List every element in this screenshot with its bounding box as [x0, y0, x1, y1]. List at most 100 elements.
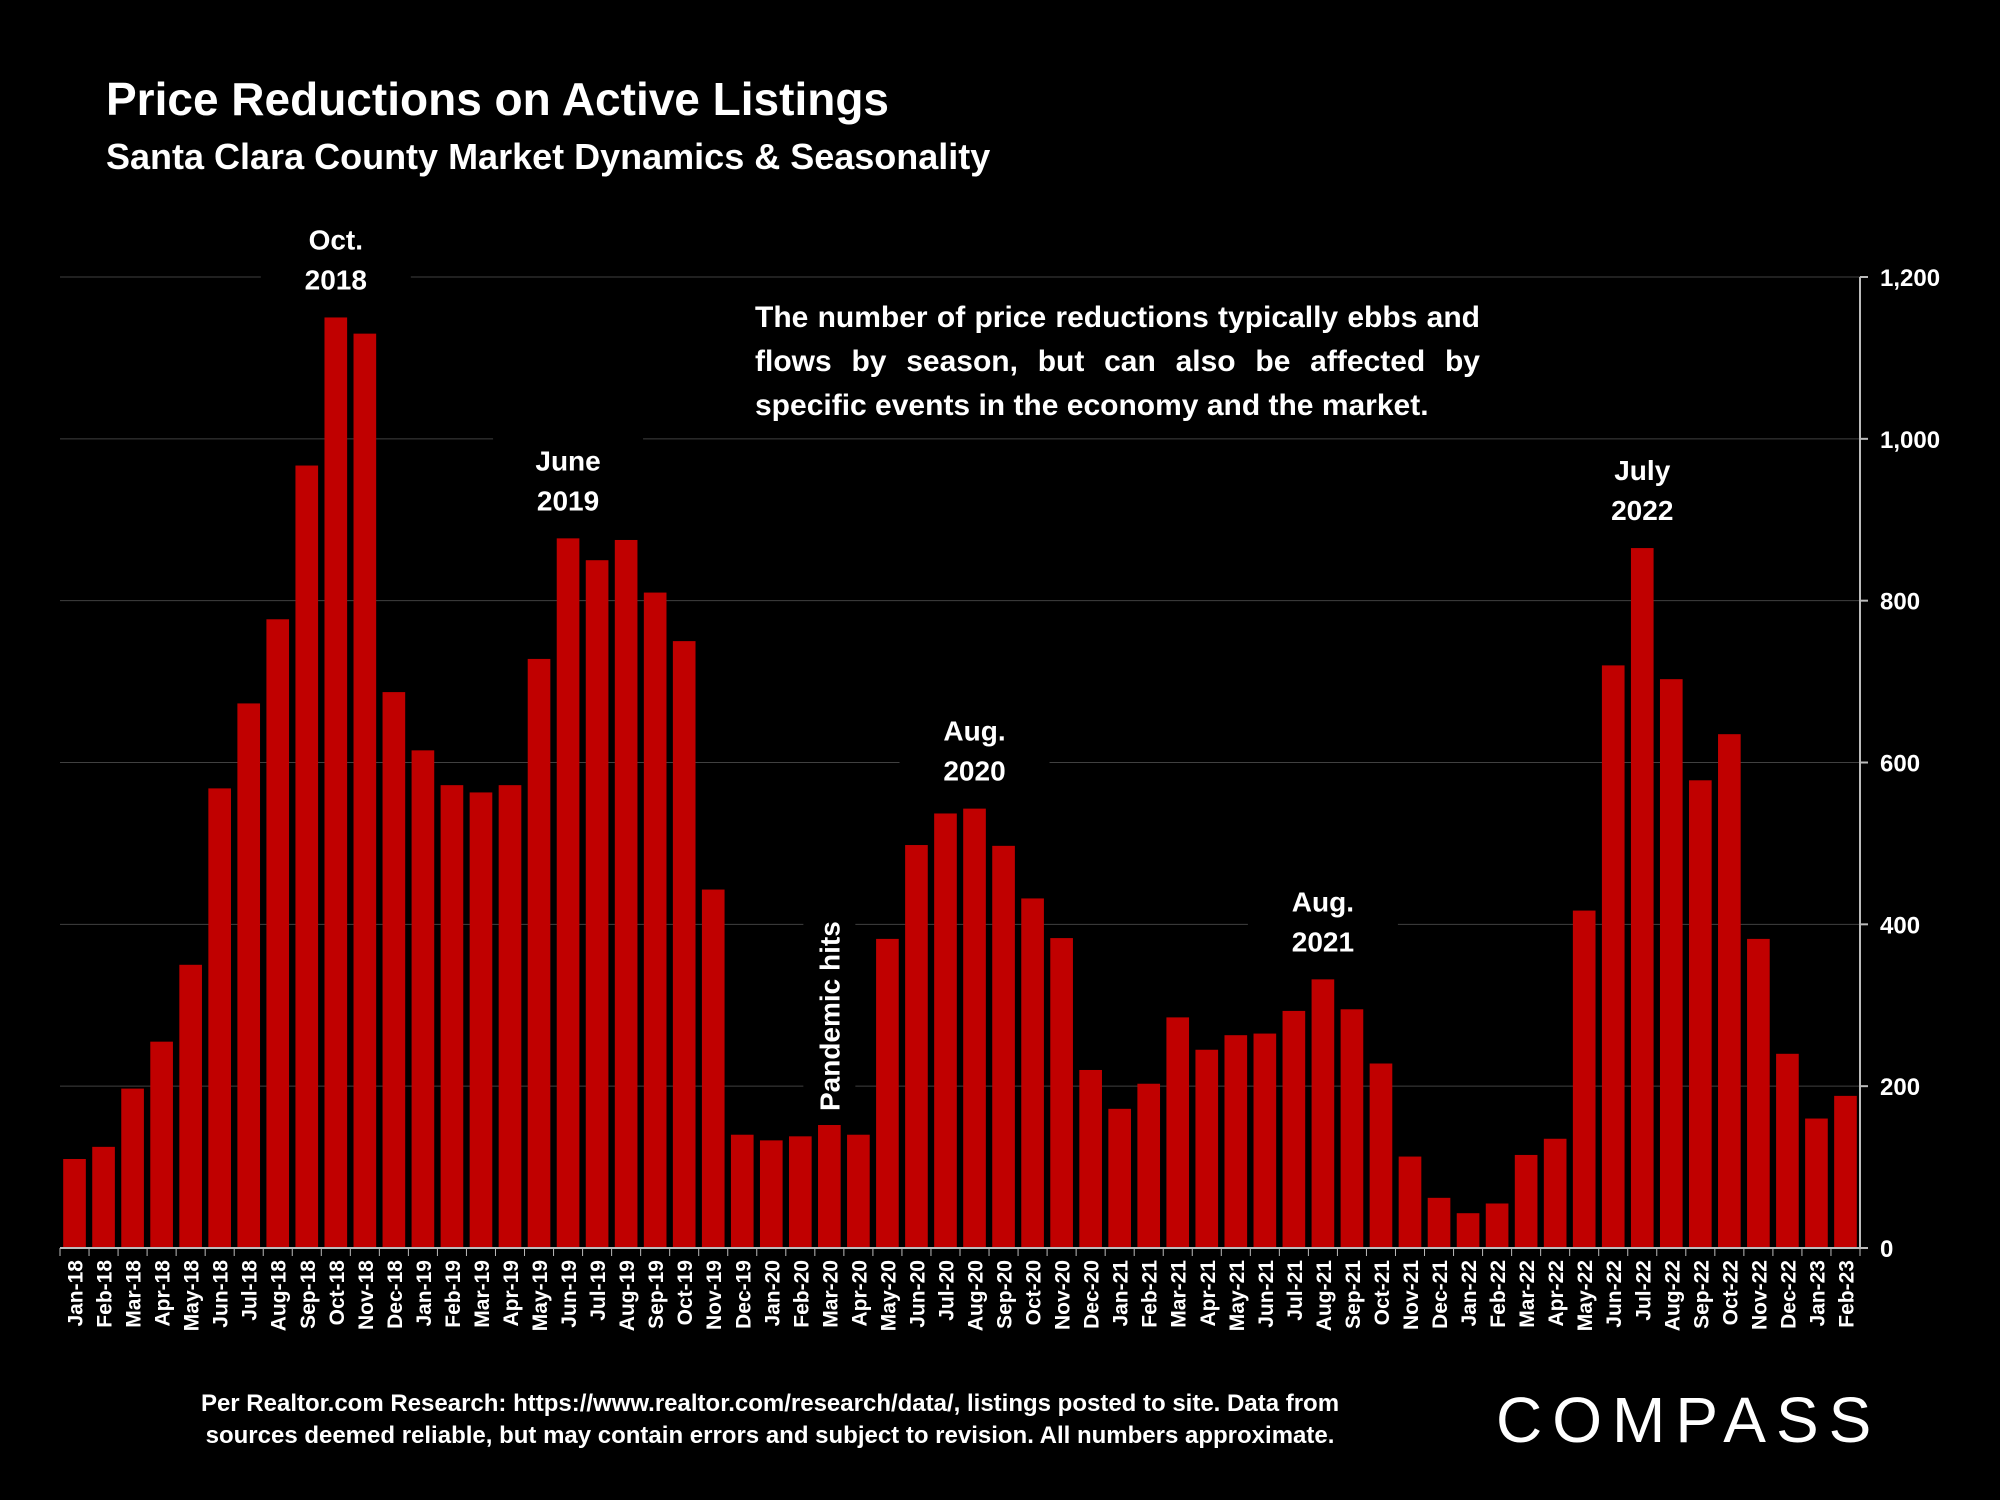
- x-tick-label: Sep-19: [645, 1260, 668, 1329]
- x-tick-label: Feb-23: [1835, 1260, 1858, 1328]
- bar: [208, 788, 231, 1248]
- x-tick-label: Oct-19: [674, 1260, 697, 1325]
- x-tick-label: Jun-18: [210, 1260, 233, 1328]
- x-tick-label: Mar-18: [123, 1260, 146, 1328]
- annotation-background: [1247, 877, 1398, 962]
- x-tick-label: Oct-21: [1371, 1260, 1394, 1326]
- bar: [63, 1158, 86, 1248]
- x-tick-label: Oct-18: [326, 1260, 349, 1326]
- x-tick-label: Apr-21: [1197, 1260, 1220, 1327]
- bar: [1456, 1213, 1480, 1248]
- x-tick-label: May-19: [529, 1260, 552, 1331]
- annotation-background: [493, 436, 644, 521]
- x-tick-label: Dec-21: [1429, 1260, 1452, 1329]
- bar: [759, 1140, 783, 1248]
- bar: [1805, 1118, 1828, 1248]
- bar: [1659, 679, 1683, 1248]
- x-tick-label: Sep-21: [1342, 1260, 1365, 1329]
- bar: [1340, 1009, 1364, 1248]
- annotation-label-line1: June: [535, 445, 600, 476]
- x-tick-label: Jun-19: [558, 1260, 581, 1328]
- bar: [150, 1041, 173, 1248]
- x-tick-label: Nov-21: [1400, 1260, 1423, 1330]
- annotation-label-line2: 2020: [943, 756, 1005, 787]
- x-tick-label: Nov-20: [1052, 1260, 1075, 1330]
- annotation-background: [1567, 446, 1718, 531]
- x-tick-label: Feb-20: [790, 1260, 813, 1328]
- bar: [121, 1088, 144, 1248]
- x-tick-label: Jun-22: [1603, 1260, 1626, 1328]
- annotation-label-line2: 2018: [305, 264, 367, 295]
- annotation-label-line2: 2019: [537, 485, 599, 516]
- bar: [585, 560, 609, 1248]
- bar: [92, 1146, 115, 1248]
- bar: [324, 317, 348, 1248]
- source-line-1: Per Realtor.com Research: https://www.re…: [200, 1390, 1340, 1417]
- x-tick-label: Apr-22: [1545, 1260, 1568, 1327]
- bar: [847, 1134, 870, 1248]
- bar: [1747, 938, 1770, 1248]
- bar: [1834, 1095, 1857, 1248]
- chart-subtitle: Santa Clara County Market Dynamics & Sea…: [106, 136, 991, 177]
- bar: [1021, 898, 1044, 1248]
- annotation-label: Pandemic hits: [814, 921, 845, 1111]
- bar: [876, 938, 899, 1248]
- x-tick-label: Aug-19: [616, 1260, 639, 1331]
- bar: [672, 641, 696, 1248]
- x-tick-label: Mar-21: [1168, 1260, 1191, 1328]
- bar: [353, 333, 377, 1248]
- annotation-background: [803, 906, 856, 1112]
- x-tick-label: Nov-18: [355, 1260, 378, 1330]
- bar: [179, 964, 202, 1248]
- annotation-background: [260, 215, 411, 300]
- bar: [1224, 1035, 1248, 1248]
- y-tick-label: 400: [1880, 912, 1920, 939]
- bar: [1398, 1156, 1422, 1248]
- y-tick-label: 1,000: [1880, 427, 1940, 454]
- x-tick-label: Dec-22: [1777, 1260, 1800, 1329]
- x-tick-label: Jul-21: [1284, 1260, 1307, 1321]
- chart-note: The number of price reductions typically…: [755, 301, 1480, 422]
- x-tick-label: Sep-20: [994, 1260, 1017, 1329]
- bar: [1108, 1108, 1131, 1248]
- bar: [1630, 548, 1654, 1248]
- bar: [1137, 1083, 1161, 1248]
- annotation-label-line1: Aug.: [1292, 886, 1354, 917]
- x-tick-label: Apr-18: [152, 1260, 175, 1327]
- x-tick-label: Nov-22: [1748, 1260, 1771, 1330]
- x-tick-label: Dec-20: [1081, 1260, 1104, 1329]
- x-tick-label: Jan-19: [413, 1260, 436, 1327]
- bar: [1776, 1053, 1799, 1248]
- y-tick-label: 800: [1880, 589, 1920, 616]
- bar: [382, 692, 406, 1248]
- x-tick-label: Feb-21: [1139, 1260, 1162, 1328]
- bar: [1050, 938, 1073, 1248]
- bar: [905, 845, 928, 1248]
- bar: [1543, 1138, 1567, 1248]
- annotation-background: [899, 706, 1050, 791]
- annotation-label-line1: Aug.: [943, 716, 1005, 747]
- bar: [527, 658, 551, 1248]
- y-tick-label: 0: [1880, 1236, 1893, 1263]
- x-tick-label: Jan-22: [1458, 1260, 1481, 1327]
- x-tick-label: May-21: [1226, 1260, 1249, 1332]
- x-tick-label: Apr-20: [848, 1260, 871, 1327]
- compass-wordmark: COMPASS: [1496, 1384, 1881, 1456]
- x-tick-label: Oct-20: [1023, 1260, 1046, 1325]
- y-tick-label: 1,200: [1880, 265, 1940, 292]
- bar: [1282, 1010, 1306, 1248]
- bar: [1369, 1063, 1393, 1248]
- bar: [934, 813, 957, 1248]
- bar: [963, 808, 986, 1248]
- bar: [643, 592, 667, 1248]
- x-tick-label: Jan-20: [761, 1260, 784, 1327]
- annotation-label-line1: July: [1614, 455, 1670, 486]
- x-tick-label: Dec-18: [384, 1260, 407, 1329]
- x-tick-label: Jan-18: [65, 1260, 88, 1327]
- x-tick-label: Jul-19: [587, 1260, 610, 1321]
- compass-logo: COMPASS: [1496, 1384, 1881, 1456]
- bar: [1079, 1069, 1102, 1248]
- x-tick-label: Oct-22: [1719, 1260, 1742, 1325]
- annotation-label-line2: 2021: [1292, 926, 1354, 957]
